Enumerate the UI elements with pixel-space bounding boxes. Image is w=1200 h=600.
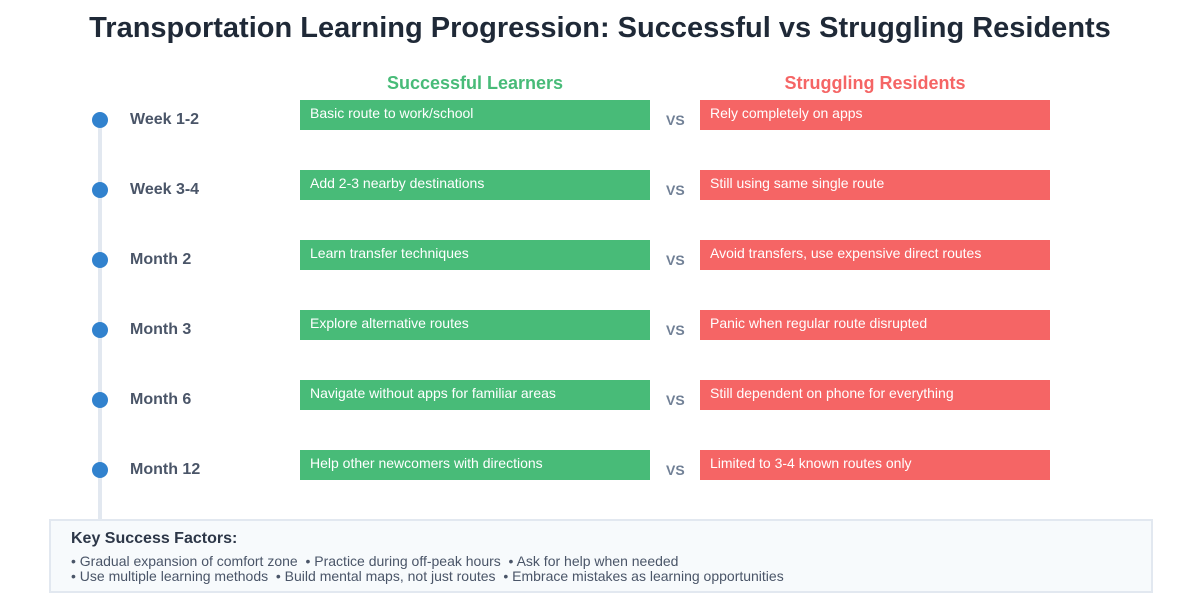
period-label: Month 6 <box>130 391 192 408</box>
successful-column-header: Successful Learners <box>386 73 564 93</box>
timeline-row: Month 2 Learn transfer techniques VS Avoid … <box>0 240 1200 310</box>
timeline-dot <box>92 392 108 408</box>
timeline-line <box>98 120 102 520</box>
successful-box: Add 2-3 nearby destinations <box>300 170 650 200</box>
timeline-dot <box>92 252 108 268</box>
vs-label: VS <box>666 392 685 408</box>
timeline-row: Month 3 Explore alternative routes VS Panic… <box>0 310 1200 380</box>
struggling-box: Limited to 3-4 known routes only <box>700 450 1050 480</box>
successful-box: Navigate without apps for familiar areas <box>300 380 650 410</box>
vs-label: VS <box>666 112 685 128</box>
timeline-row: Week 3-4 Add 2-3 nearby destinations VS Sti… <box>0 170 1200 240</box>
struggling-box: Rely completely on apps <box>700 100 1050 130</box>
struggling-box: Avoid transfers, use expensive direct ro… <box>700 240 1050 270</box>
struggling-box: Still using same single route <box>700 170 1050 200</box>
page-title: Transportation Learning Progression: Suc… <box>89 12 1111 44</box>
timeline-row: Month 12 Help other newcomers with direct… <box>0 450 1200 520</box>
successful-box: Basic route to work/school <box>300 100 650 130</box>
period-label: Month 2 <box>130 251 192 268</box>
footer-line-2: • Use multiple learning methods • Build … <box>71 568 784 584</box>
vs-label: VS <box>666 462 685 478</box>
key-success-factors-panel: Key Success Factors: • Gradual expansion… <box>49 519 1153 593</box>
footer-line-1: • Gradual expansion of comfort zone • Pr… <box>71 553 679 569</box>
successful-box: Learn transfer techniques <box>300 240 650 270</box>
vs-label: VS <box>666 322 685 338</box>
successful-box: Explore alternative routes <box>300 310 650 340</box>
struggling-box: Panic when regular route disrupted <box>700 310 1050 340</box>
vs-label: VS <box>666 182 685 198</box>
successful-box: Help other newcomers with directions <box>300 450 650 480</box>
footer-title: Key Success Factors: <box>71 530 238 547</box>
timeline-row: Month 6 Navigate without apps for familia… <box>0 380 1200 450</box>
timeline-dot <box>92 112 108 128</box>
period-label: Month 12 <box>130 461 201 478</box>
vs-label: VS <box>666 252 685 268</box>
struggling-box: Still dependent on phone for everything <box>700 380 1050 410</box>
period-label: Week 3-4 <box>130 181 200 198</box>
timeline-dot <box>92 182 108 198</box>
timeline-row: Week 1-2 Basic route to work/school VS Rely… <box>0 100 1200 170</box>
period-label: Month 3 <box>130 321 192 338</box>
timeline-dot <box>92 462 108 478</box>
timeline-dot <box>92 322 108 338</box>
period-label: Week 1-2 <box>130 111 200 128</box>
struggling-column-header: Struggling Residents <box>784 73 966 93</box>
